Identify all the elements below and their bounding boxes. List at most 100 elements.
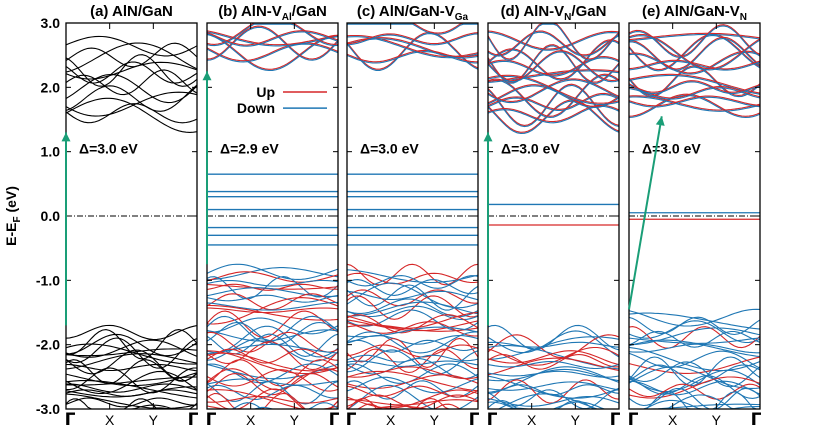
band-down <box>347 290 478 301</box>
band <box>66 324 197 341</box>
band-up <box>207 359 338 387</box>
band-down <box>207 267 338 281</box>
band-up <box>207 369 338 392</box>
band-down <box>488 75 619 105</box>
band <box>66 380 197 399</box>
kpoint-label: X <box>246 412 256 428</box>
band-down <box>488 45 619 84</box>
band-down <box>207 31 338 47</box>
band-down <box>629 330 760 348</box>
band <box>66 35 197 57</box>
gap-arrow-head <box>655 116 665 126</box>
band-down <box>207 276 338 300</box>
band-down <box>207 384 338 400</box>
band-down <box>347 358 478 380</box>
band <box>66 84 197 112</box>
band <box>66 42 197 68</box>
panel-frame <box>628 22 761 410</box>
band-down <box>347 275 478 289</box>
panel-title: (a) AlN/GaN <box>90 3 173 20</box>
band <box>66 398 197 409</box>
band-down <box>629 96 760 112</box>
band-up <box>207 373 338 396</box>
band-up <box>629 36 760 70</box>
band-down <box>207 363 338 384</box>
band-up <box>629 59 760 70</box>
kpoint-label: Γ <box>188 410 199 430</box>
band-up <box>488 350 619 366</box>
band-down <box>629 391 760 409</box>
band-down <box>488 94 619 112</box>
band-up <box>488 353 619 370</box>
y-axis-ticks: 3.0 2.0 1.0 0.0 -1.0 -2.0 -3.0 <box>36 15 60 417</box>
band-up <box>347 31 478 70</box>
band-up <box>207 283 338 291</box>
band <box>66 339 197 358</box>
kpoint-label: X <box>386 412 396 428</box>
band-up <box>488 30 619 50</box>
band-up <box>207 307 338 314</box>
band <box>66 103 197 124</box>
gap-arrow-head <box>483 132 493 142</box>
panel-a: (a) AlN/GaN Γ X Y Γ Δ=3.0 eV <box>61 3 199 430</box>
band-down <box>207 263 338 280</box>
band <box>66 73 197 104</box>
kpoint-label: Γ <box>329 410 340 430</box>
legend-down-label: Down <box>237 100 275 116</box>
band-up <box>488 78 619 102</box>
band-up <box>207 297 338 325</box>
band-down <box>347 360 478 367</box>
band-down <box>488 31 619 51</box>
kpoint-label: Γ <box>487 410 498 430</box>
band-down <box>629 327 760 346</box>
band-up <box>488 334 619 359</box>
band-up <box>347 394 478 409</box>
band-down <box>488 389 619 409</box>
band-down <box>207 343 338 355</box>
band <box>66 333 197 357</box>
band-down <box>488 400 619 409</box>
band-up <box>347 399 478 406</box>
kpoint-label: Γ <box>65 410 76 430</box>
band-up <box>207 42 338 62</box>
kpoint-label: Γ <box>628 410 639 430</box>
band <box>66 348 197 357</box>
panel-title: (b) AlN-VAl/GaN <box>218 3 327 23</box>
band-down <box>207 333 338 357</box>
panel-c: (c) AlN/GaN-VGa Γ X Y Γ Δ=3.0 eV <box>346 3 480 430</box>
band-down <box>629 74 760 95</box>
band-down <box>347 376 478 394</box>
band-up <box>207 395 338 404</box>
band-down <box>347 282 478 309</box>
band <box>66 91 197 117</box>
band-down <box>629 406 760 409</box>
band-down <box>629 34 760 72</box>
bands <box>66 35 197 409</box>
band-up <box>629 356 760 374</box>
bands <box>347 23 478 409</box>
kpoint-label: Y <box>571 412 581 428</box>
kpoint-label: Γ <box>610 410 621 430</box>
band-down <box>629 380 760 396</box>
y-tick-label: -2.0 <box>36 337 60 353</box>
band-down <box>207 301 338 311</box>
band-down <box>629 339 760 358</box>
panel-d: (d) AlN-VN/GaN Γ X Y Γ Δ=3.0 eV <box>483 3 621 430</box>
band-up <box>207 304 338 321</box>
band-down <box>629 320 760 344</box>
band-up <box>347 344 478 358</box>
band-down <box>207 402 338 409</box>
band-down <box>347 269 478 284</box>
gap-arrow-head <box>202 71 212 81</box>
band-down <box>629 346 760 372</box>
band-down <box>207 43 338 63</box>
panel-title: (d) AlN-VN/GaN <box>501 3 607 23</box>
y-axis-title: E-EF (eV) <box>3 186 23 246</box>
band-down <box>629 316 760 336</box>
band-up <box>347 295 478 320</box>
gap-label: Δ=3.0 eV <box>79 140 138 156</box>
band-down <box>207 31 338 47</box>
band <box>66 329 197 360</box>
